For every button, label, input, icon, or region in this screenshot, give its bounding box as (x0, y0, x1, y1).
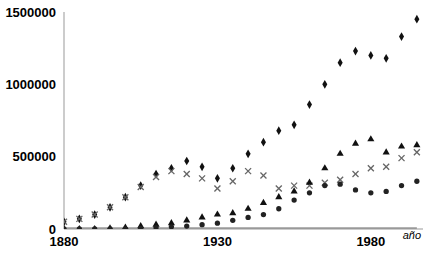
svg-text:0: 0 (49, 222, 56, 237)
svg-text:1000000: 1000000 (8, 77, 56, 92)
svg-text:año: año (403, 229, 421, 241)
svg-text:1980: 1980 (356, 234, 385, 249)
svg-text:1880: 1880 (49, 234, 79, 250)
svg-text:1930: 1930 (203, 234, 232, 249)
svg-text:1500000: 1500000 (8, 5, 56, 20)
svg-text:500000: 500000 (13, 149, 56, 164)
